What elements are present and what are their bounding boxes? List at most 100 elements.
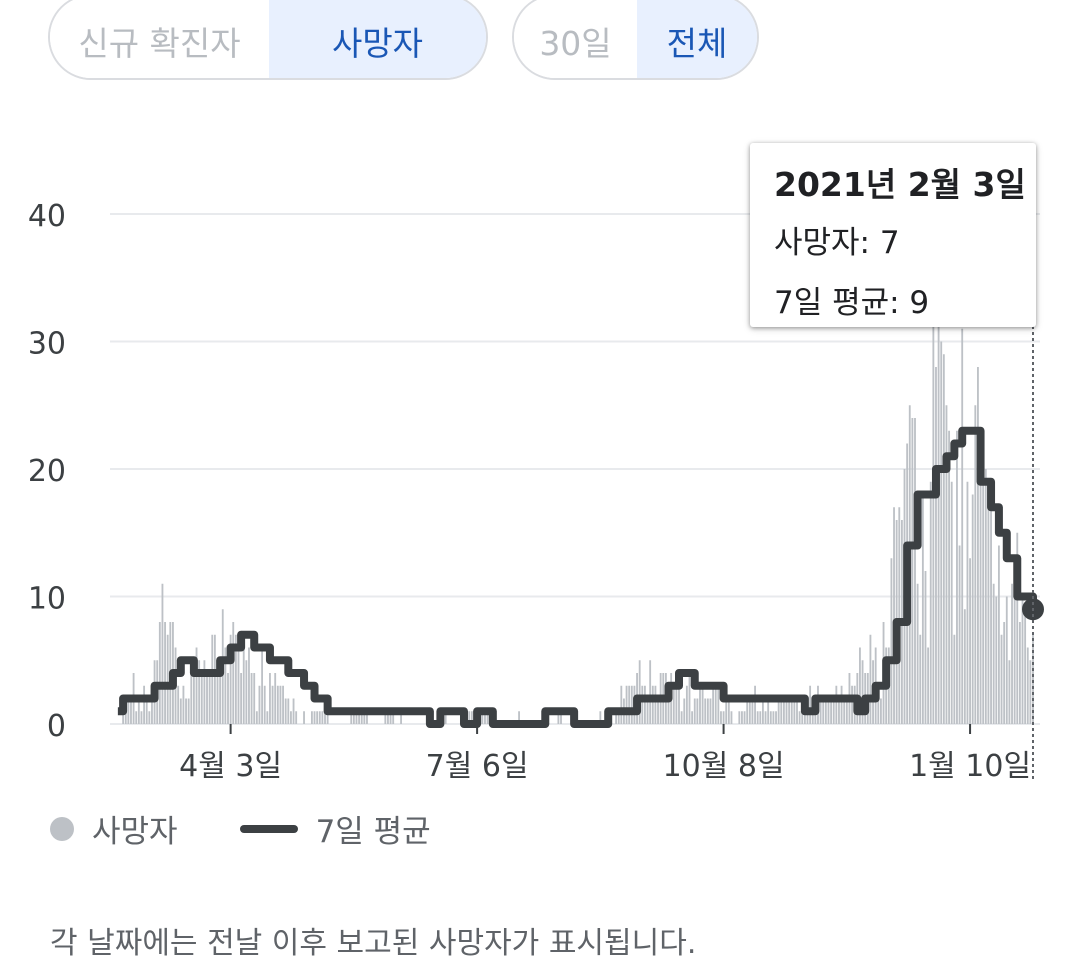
death-bar	[935, 367, 937, 724]
death-bar	[667, 685, 670, 724]
death-bar	[877, 685, 880, 724]
y-tick-label: 10	[28, 582, 66, 617]
death-bar	[258, 685, 261, 724]
death-bar	[481, 711, 484, 724]
bar-legend-label: 사망자	[92, 814, 178, 850]
deaths-tab[interactable]: 사망자	[269, 0, 486, 78]
death-bar	[950, 481, 953, 724]
death-bar	[683, 698, 686, 724]
death-bar	[806, 711, 809, 724]
death-bar	[486, 711, 489, 724]
death-bar	[366, 711, 368, 724]
death-bar	[237, 647, 240, 724]
range-30days-tab[interactable]: 30일	[514, 0, 637, 78]
death-bar	[696, 698, 699, 724]
death-bar	[796, 698, 798, 724]
death-bar	[916, 583, 919, 724]
death-bar	[198, 660, 201, 724]
death-bar	[977, 367, 979, 724]
death-bar	[942, 354, 945, 724]
death-bar	[363, 711, 366, 724]
death-bar	[389, 711, 392, 724]
chart-legend: 사망자 7일 평균	[50, 806, 431, 851]
death-bar	[292, 698, 295, 724]
range-all-tab[interactable]: 전체	[637, 0, 757, 78]
death-bar	[1029, 660, 1032, 724]
death-bar	[358, 711, 361, 724]
death-bar	[269, 673, 271, 724]
death-bar	[782, 698, 785, 724]
death-bar	[932, 316, 935, 724]
death-bar	[1000, 634, 1003, 724]
death-bar	[851, 685, 853, 724]
death-bar	[224, 647, 227, 724]
death-bar	[990, 507, 992, 724]
death-bar	[211, 634, 214, 724]
deaths-chart[interactable]: 0 10 20 30 40 4월 3일 7월 6일 10월 8일 1월 10일	[0, 0, 1077, 800]
death-bar	[845, 698, 848, 724]
y-tick-label: 20	[28, 454, 66, 489]
death-bar	[1026, 647, 1029, 724]
death-bar	[295, 711, 298, 724]
death-bar	[675, 685, 678, 724]
y-tick-label: 40	[28, 199, 66, 234]
death-bar	[748, 698, 751, 724]
death-bar	[948, 430, 951, 724]
death-bar	[1011, 583, 1013, 724]
death-bar	[790, 698, 793, 724]
death-bar	[137, 698, 140, 724]
death-bar	[759, 711, 762, 724]
death-bar	[761, 698, 764, 724]
death-bar	[187, 698, 190, 724]
death-bar	[276, 685, 279, 724]
death-bar	[615, 711, 617, 724]
death-bar	[271, 685, 274, 724]
death-bar	[801, 711, 804, 724]
death-bar	[628, 685, 631, 724]
death-bar	[560, 711, 562, 724]
death-bar	[709, 698, 712, 724]
death-bar	[324, 711, 326, 724]
bar-legend-swatch	[50, 816, 74, 841]
death-bar	[245, 660, 248, 724]
death-bar	[680, 711, 683, 724]
death-bar	[250, 673, 253, 724]
death-bar	[282, 685, 284, 724]
death-bar	[911, 418, 914, 724]
death-bar	[392, 711, 395, 724]
death-bar	[1024, 609, 1027, 724]
death-bar	[400, 711, 402, 724]
death-bar	[263, 685, 266, 724]
death-bar	[190, 673, 193, 724]
death-bar	[814, 711, 817, 724]
death-bar	[313, 711, 316, 724]
death-bar	[360, 711, 363, 724]
line-legend-swatch	[239, 824, 298, 833]
death-bar	[651, 685, 654, 724]
death-bar	[620, 685, 623, 724]
death-bar	[898, 507, 901, 724]
death-bar	[979, 456, 982, 724]
death-bar	[518, 711, 520, 724]
death-bar	[143, 685, 146, 724]
death-bar	[725, 698, 728, 724]
death-bar	[992, 583, 995, 724]
death-bar	[316, 711, 319, 724]
death-bar	[701, 685, 704, 724]
death-bar	[743, 711, 746, 724]
death-bar	[127, 698, 130, 724]
x-tick-label: 7월 6일	[426, 749, 529, 784]
death-bar	[248, 647, 250, 724]
death-bar	[219, 660, 222, 724]
death-bar	[158, 622, 161, 724]
death-bar	[644, 685, 646, 724]
death-bar	[914, 418, 916, 724]
death-bar	[310, 711, 313, 724]
death-bar	[921, 494, 924, 724]
death-bar	[124, 711, 127, 724]
death-bar	[997, 545, 1000, 724]
death-bar	[824, 698, 827, 724]
death-bar	[945, 405, 948, 724]
death-bar	[890, 558, 893, 724]
new-cases-tab[interactable]: 신규 확진자	[50, 0, 269, 78]
